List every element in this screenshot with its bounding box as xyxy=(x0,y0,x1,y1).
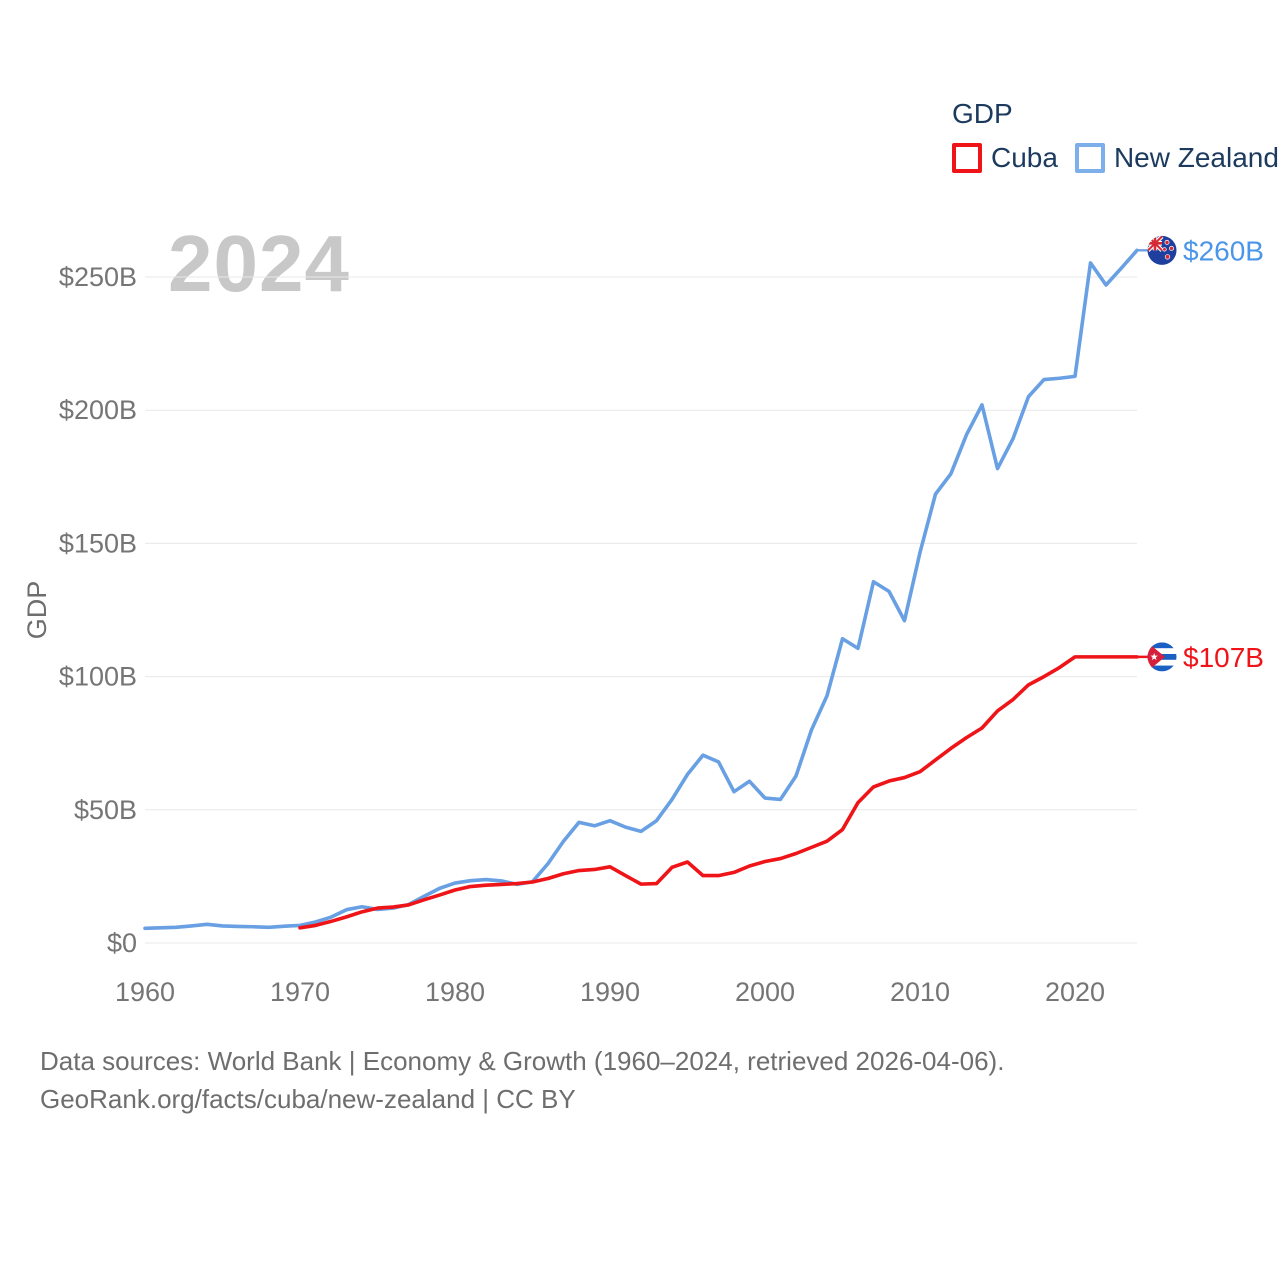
year-watermark: 2024 xyxy=(168,219,350,308)
new-zealand-end-value-label: $260B xyxy=(1183,235,1264,266)
cuba-flag-icon xyxy=(1147,642,1177,672)
data-sources-line: Data sources: World Bank | Economy & Gro… xyxy=(40,1046,1005,1076)
x-tick-label: 1970 xyxy=(270,977,330,1007)
y-axis-label: GDP xyxy=(22,581,52,640)
x-tick-label: 1980 xyxy=(425,977,485,1007)
y-tick-label: $200B xyxy=(59,395,137,425)
y-tick-label: $100B xyxy=(59,662,137,692)
y-tick-label: $150B xyxy=(59,528,137,558)
y-tick-label: $50B xyxy=(74,795,137,825)
x-tick-label: 2000 xyxy=(735,977,795,1007)
x-tick-label: 2010 xyxy=(890,977,950,1007)
y-gridlines xyxy=(145,276,1137,944)
new-zealand-legend-label: New Zealand xyxy=(1113,142,1279,173)
y-axis-tick-labels: $0 $50B $100B $150B $200B $250B xyxy=(59,262,137,958)
new-zealand-flag-icon xyxy=(1147,235,1177,265)
cuba-line[interactable] xyxy=(298,655,1139,930)
new-zealand-line[interactable] xyxy=(143,248,1139,931)
y-tick-label: $0 xyxy=(107,928,137,958)
chart-legend: GDP Cuba New Zealand xyxy=(952,98,1279,174)
legend-items: Cuba New Zealand xyxy=(952,142,1279,174)
chart-footer: Data sources: World Bank | Economy & Gro… xyxy=(40,1042,1004,1118)
legend-item-cuba[interactable]: Cuba xyxy=(952,142,1058,174)
x-tick-label: 1960 xyxy=(115,977,175,1007)
cuba-end-value-label: $107B xyxy=(1183,642,1264,673)
new-zealand-legend-swatch xyxy=(1074,143,1105,173)
x-axis-tick-labels: 1960 1970 1980 1990 2000 2010 2020 xyxy=(115,977,1105,1007)
x-tick-label: 2020 xyxy=(1045,977,1105,1007)
y-tick-label: $250B xyxy=(59,262,137,292)
attribution-line: GeoRank.org/facts/cuba/new-zealand | CC … xyxy=(40,1084,576,1114)
legend-title: GDP xyxy=(952,98,1013,129)
cuba-legend-swatch xyxy=(952,143,982,173)
cuba-legend-label: Cuba xyxy=(991,142,1058,173)
x-tick-label: 1990 xyxy=(580,977,640,1007)
legend-item-new-zealand[interactable]: New Zealand xyxy=(1074,142,1279,174)
